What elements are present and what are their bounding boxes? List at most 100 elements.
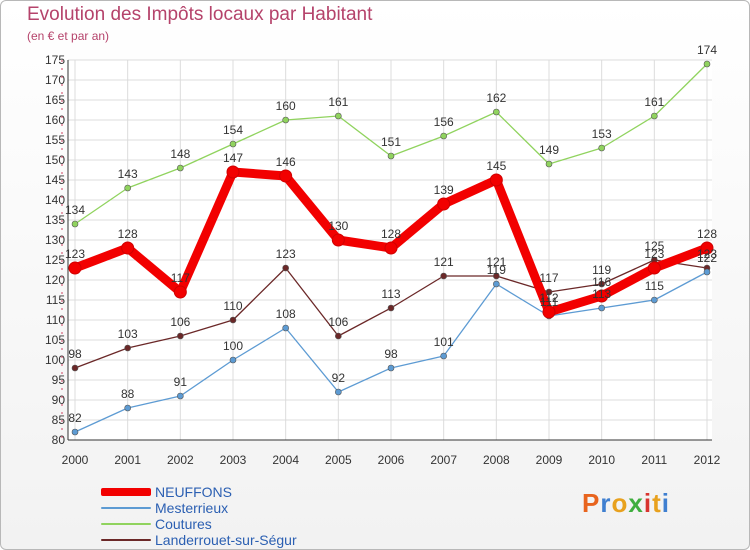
legend: NEUFFONS Mesterrieux Coutures Landerrouet-s… (101, 484, 297, 548)
data-point (651, 112, 658, 120)
data-label: 123 (65, 247, 85, 261)
data-point (124, 184, 131, 192)
data-labels: 123 128 117 147 146 130 128 139 145 112 116 123 128 8… (65, 43, 717, 425)
legend-label: NEUFFONS (155, 484, 232, 500)
data-point (335, 388, 342, 396)
data-point (124, 344, 131, 352)
data-label: 108 (276, 307, 296, 321)
data-label: 123 (644, 247, 664, 261)
data-label: 113 (592, 287, 611, 301)
data-point (282, 264, 289, 272)
data-label: 153 (592, 127, 612, 141)
data-point (489, 173, 503, 187)
data-point (282, 324, 289, 332)
data-label: 111 (540, 295, 559, 309)
data-point (545, 160, 553, 168)
data-point (440, 272, 447, 280)
data-label: 98 (68, 347, 82, 361)
data-label: 92 (332, 371, 346, 385)
x-tick-label: 2006 (378, 453, 405, 467)
data-point (335, 332, 342, 340)
legend-item: Landerrouet-sur-Ségur (101, 532, 297, 548)
legend-item: NEUFFONS (101, 484, 297, 500)
data-label: 162 (486, 91, 506, 105)
data-point (71, 428, 79, 436)
data-label: 134 (65, 203, 85, 217)
legend-swatch (101, 488, 151, 496)
data-label: 161 (644, 95, 664, 109)
legend-label: Landerrouet-sur-Ségur (155, 532, 297, 548)
y-tick-label: 155 (45, 133, 65, 147)
y-tick-label: 125 (45, 253, 65, 267)
data-label: 151 (381, 135, 401, 149)
legend-item: Coutures (101, 516, 297, 532)
data-label: 91 (174, 375, 188, 389)
data-label: 149 (539, 143, 559, 157)
data-point (387, 364, 395, 372)
data-label: 82 (68, 411, 82, 425)
data-label: 101 (434, 335, 454, 349)
data-label: 174 (697, 43, 717, 57)
legend-swatch (101, 507, 151, 509)
x-tick-label: 2012 (694, 453, 721, 467)
data-label: 119 (487, 263, 506, 277)
data-point (493, 280, 500, 288)
data-point (335, 112, 342, 120)
data-label: 160 (276, 99, 296, 113)
data-point (68, 261, 82, 275)
data-label: 147 (223, 151, 243, 165)
data-point (177, 392, 184, 400)
data-point (71, 220, 79, 228)
data-point (545, 288, 553, 296)
data-label: 122 (697, 251, 717, 265)
y-tick-label: 110 (46, 313, 65, 327)
x-tick-label: 2004 (272, 453, 299, 467)
y-tick-label: 140 (45, 193, 65, 207)
data-point (542, 305, 556, 319)
data-point (493, 272, 500, 280)
data-point (647, 261, 661, 275)
data-label: 128 (381, 227, 401, 241)
data-label: 119 (592, 263, 611, 277)
y-tick-label: 85 (52, 413, 66, 427)
data-point (387, 304, 395, 312)
legend-item: Mesterrieux (101, 500, 297, 516)
y-tick-label: 100 (45, 353, 65, 367)
data-label: 88 (121, 387, 135, 401)
data-label: 148 (170, 147, 190, 161)
data-point (279, 169, 293, 183)
data-point (440, 352, 447, 360)
data-label: 106 (170, 315, 190, 329)
data-label: 154 (223, 123, 243, 137)
data-label: 116 (592, 275, 611, 289)
data-point (124, 404, 131, 412)
data-label: 139 (434, 183, 454, 197)
data-point (282, 116, 289, 124)
logo-letter: i (661, 488, 670, 518)
data-point (229, 356, 237, 364)
data-label: 115 (645, 279, 664, 293)
y-tick-label: 165 (45, 93, 65, 107)
y-tick-label: 130 (45, 233, 65, 247)
data-point (229, 316, 237, 324)
data-point (703, 268, 711, 276)
data-point (598, 144, 605, 152)
y-tick-label: 150 (45, 153, 65, 167)
data-label: 117 (171, 271, 190, 285)
data-label: 123 (697, 247, 717, 261)
data-label: 145 (486, 159, 506, 173)
y-tick-label: 115 (46, 293, 65, 307)
data-point (493, 108, 500, 116)
data-point (226, 165, 240, 179)
data-point (121, 241, 135, 255)
data-point (437, 197, 451, 211)
data-point (177, 332, 184, 340)
chart-title: Evolution des Impôts locaux par Habitant (27, 4, 373, 25)
logo-letter: t (652, 488, 662, 518)
legend-label: Mesterrieux (155, 500, 229, 516)
data-label: 121 (434, 255, 454, 269)
x-tick-label: 2010 (588, 453, 615, 467)
data-point (384, 241, 398, 255)
data-label: 121 (486, 255, 506, 269)
legend-swatch (101, 523, 151, 525)
